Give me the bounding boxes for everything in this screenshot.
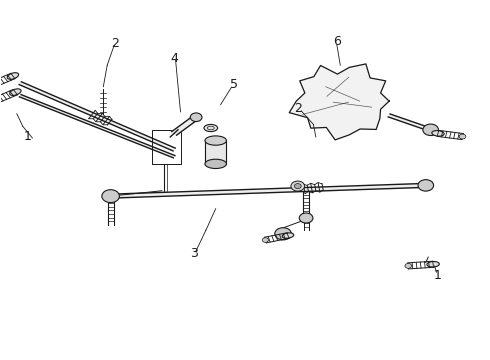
Polygon shape — [289, 64, 389, 140]
Ellipse shape — [205, 136, 226, 145]
Polygon shape — [111, 183, 426, 198]
Ellipse shape — [7, 73, 19, 79]
Circle shape — [291, 181, 305, 191]
Circle shape — [190, 113, 202, 122]
Ellipse shape — [10, 89, 21, 95]
Circle shape — [102, 190, 120, 203]
Text: 3: 3 — [190, 247, 197, 260]
Text: 5: 5 — [230, 78, 238, 91]
Ellipse shape — [432, 131, 444, 136]
Text: 1: 1 — [434, 269, 442, 282]
Ellipse shape — [282, 233, 294, 238]
Circle shape — [299, 213, 313, 223]
Polygon shape — [388, 114, 432, 131]
Ellipse shape — [204, 125, 218, 132]
Circle shape — [275, 228, 292, 240]
Polygon shape — [205, 140, 226, 164]
Ellipse shape — [427, 261, 440, 267]
Circle shape — [418, 180, 434, 191]
Polygon shape — [172, 116, 198, 135]
Polygon shape — [20, 95, 175, 158]
Circle shape — [405, 264, 412, 268]
Text: 6: 6 — [333, 35, 341, 49]
Text: 2: 2 — [112, 36, 120, 50]
Circle shape — [459, 134, 466, 139]
Circle shape — [262, 238, 269, 242]
Ellipse shape — [205, 159, 226, 168]
Polygon shape — [19, 82, 175, 151]
Text: 2: 2 — [294, 102, 302, 115]
Text: 1: 1 — [24, 130, 31, 144]
Circle shape — [423, 124, 439, 135]
Circle shape — [294, 184, 301, 189]
Text: 4: 4 — [170, 51, 178, 64]
